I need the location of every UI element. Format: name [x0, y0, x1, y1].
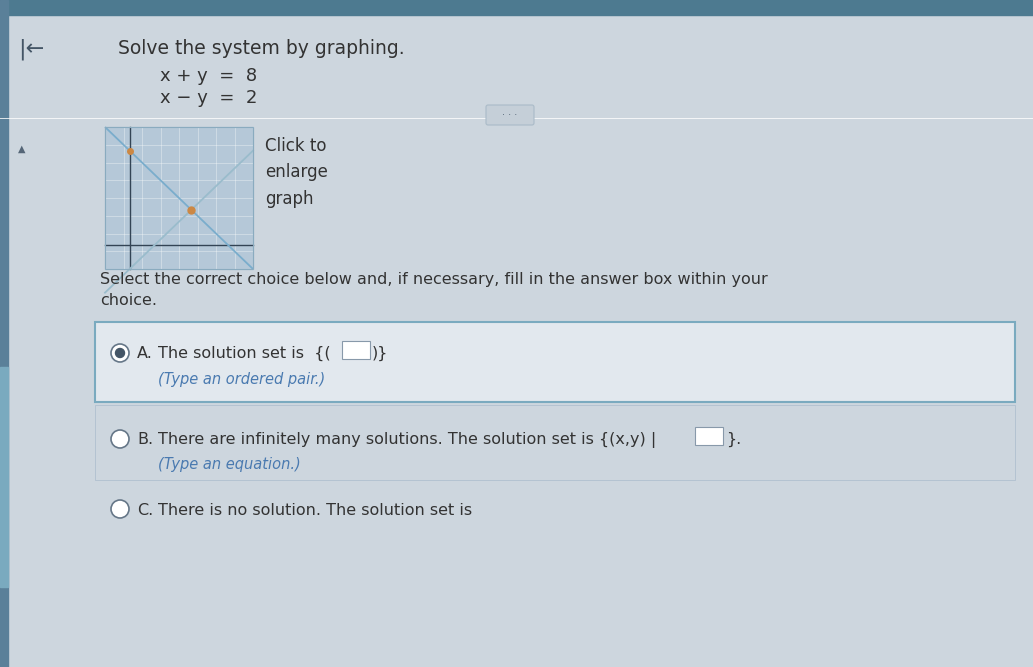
Text: x − y  =  2: x − y = 2	[160, 89, 257, 107]
FancyBboxPatch shape	[486, 105, 534, 125]
Text: }.: }.	[726, 432, 742, 447]
Bar	[105, 127, 253, 269]
Bar	[0, 0, 1033, 15]
Bar	[695, 427, 723, 445]
Text: C.: C.	[137, 503, 153, 518]
Text: Click to
enlarge
graph: Click to enlarge graph	[265, 137, 327, 208]
Text: B.: B.	[137, 432, 153, 447]
Text: Solve the system by graphing.: Solve the system by graphing.	[118, 39, 405, 58]
Circle shape	[111, 344, 129, 362]
Text: )}: )}	[372, 346, 388, 362]
Text: (Type an equation.): (Type an equation.)	[158, 457, 301, 472]
Circle shape	[116, 348, 125, 358]
Circle shape	[111, 500, 129, 518]
Text: ▲: ▲	[18, 144, 26, 154]
Circle shape	[111, 430, 129, 448]
Text: x + y  =  8: x + y = 8	[160, 67, 257, 85]
Bar	[95, 322, 1015, 402]
Text: · · ·: · · ·	[502, 110, 518, 120]
Text: There is no solution. The solution set is: There is no solution. The solution set i…	[158, 503, 472, 518]
Text: (Type an ordered pair.): (Type an ordered pair.)	[158, 372, 325, 387]
Text: Select the correct choice below and, if necessary, fill in the answer box within: Select the correct choice below and, if …	[100, 272, 768, 308]
Text: There are infinitely many solutions. The solution set is {(x,y) |: There are infinitely many solutions. The…	[158, 432, 656, 448]
Bar	[0, 0, 8, 667]
Bar	[95, 405, 1015, 480]
Bar	[342, 341, 370, 359]
Text: A.: A.	[137, 346, 153, 361]
Bar	[0, 367, 8, 587]
Text: The solution set is  {(: The solution set is {(	[158, 346, 331, 362]
Text: |←: |←	[18, 39, 44, 61]
Bar	[105, 127, 253, 269]
